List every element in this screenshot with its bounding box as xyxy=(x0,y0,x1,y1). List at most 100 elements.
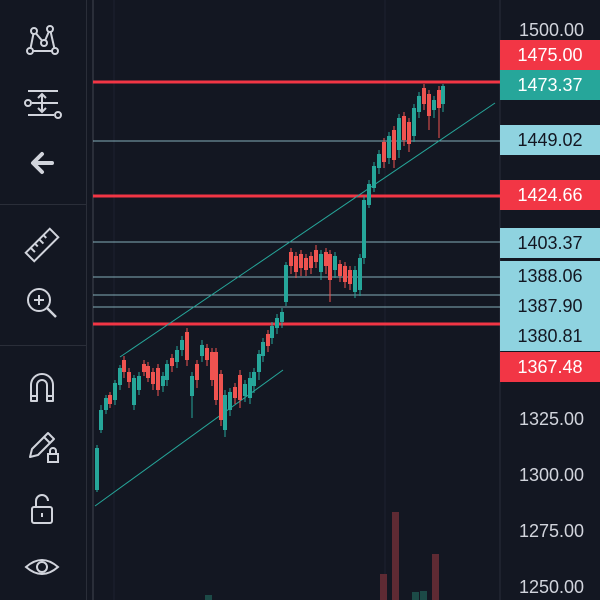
candle-body xyxy=(294,256,298,272)
candle xyxy=(200,340,204,362)
candle-body xyxy=(243,384,247,396)
pattern-tool[interactable] xyxy=(14,18,70,64)
candle-body xyxy=(372,166,376,188)
arrow-left-icon xyxy=(31,152,54,174)
candle xyxy=(261,338,265,362)
volume-bar xyxy=(380,574,387,600)
level-price-tag[interactable]: 1387.90 xyxy=(500,291,600,321)
level-price-tag[interactable]: 1449.02 xyxy=(500,125,600,155)
candle-body xyxy=(248,378,252,398)
volume-bar xyxy=(412,592,419,600)
resistance-price-tag[interactable]: 1424.66 xyxy=(500,180,600,210)
candle-body xyxy=(343,266,347,282)
candle xyxy=(95,445,99,492)
candle xyxy=(382,138,386,168)
level-price-tag[interactable]: 1380.81 xyxy=(500,321,600,351)
candle-body xyxy=(441,86,445,104)
candle-body xyxy=(328,254,332,280)
price-tick: 1300.00 xyxy=(518,464,585,485)
last-price-tag[interactable]: 1473.37 xyxy=(500,70,600,100)
candle xyxy=(210,348,214,386)
candle-body xyxy=(142,364,146,372)
trend-channel xyxy=(94,102,496,507)
volume-bar xyxy=(205,595,212,600)
candle-body xyxy=(238,375,242,400)
resistance-price-tag[interactable]: 1475.00 xyxy=(500,40,600,70)
candle-body xyxy=(266,334,270,346)
fib-retracement-icon xyxy=(24,90,62,119)
candle-body xyxy=(127,372,131,382)
candle xyxy=(397,114,401,158)
candle xyxy=(146,362,150,382)
candle xyxy=(289,248,293,274)
candle xyxy=(407,118,411,152)
candle-body xyxy=(289,252,293,266)
candle-body xyxy=(190,376,194,396)
candle-body xyxy=(432,100,436,110)
lock-drawing-tool[interactable] xyxy=(14,422,70,468)
candle xyxy=(333,252,337,278)
candle-body xyxy=(210,352,214,380)
candle-body xyxy=(362,200,366,258)
candle xyxy=(377,150,381,174)
candle xyxy=(104,395,108,414)
candle-body xyxy=(319,254,323,272)
candle xyxy=(299,250,303,276)
zoom-tool[interactable] xyxy=(14,280,70,326)
trend-line xyxy=(94,369,284,507)
candle-body xyxy=(402,116,406,140)
candle-body xyxy=(108,395,112,404)
candle-body xyxy=(113,383,117,400)
ruler-icon xyxy=(24,227,60,263)
candle-body xyxy=(205,348,209,360)
candle-body xyxy=(233,387,237,398)
candle xyxy=(190,372,194,418)
candle xyxy=(113,380,117,405)
candle xyxy=(275,314,279,334)
magnet-tool[interactable] xyxy=(14,364,70,410)
candle xyxy=(422,84,426,110)
level-price-tag[interactable]: 1403.37 xyxy=(500,228,600,258)
candle-body xyxy=(333,256,337,270)
candle-body xyxy=(427,94,431,116)
candle-body xyxy=(214,352,218,400)
candle xyxy=(233,383,237,404)
candle-body xyxy=(185,332,189,360)
pattern-icon xyxy=(26,25,59,55)
candle-body xyxy=(219,374,223,420)
candle-body xyxy=(195,364,199,380)
candle xyxy=(165,360,169,386)
fib-tool[interactable] xyxy=(14,80,70,126)
candle-body xyxy=(417,96,421,112)
candle xyxy=(280,308,284,328)
unlock-tool[interactable] xyxy=(14,486,70,532)
drawing-toolbar xyxy=(0,0,87,600)
candle xyxy=(257,350,261,380)
candle-body xyxy=(95,448,99,490)
candle xyxy=(427,90,431,130)
candle-body xyxy=(156,368,160,390)
candle xyxy=(338,260,342,282)
candle-body xyxy=(407,122,411,144)
volume-bar xyxy=(420,591,427,600)
candle xyxy=(372,162,376,192)
level-price-tag[interactable]: 1388.06 xyxy=(500,261,600,291)
candle xyxy=(142,360,146,376)
ruler-tool[interactable] xyxy=(14,222,70,268)
candle xyxy=(252,368,256,393)
candle xyxy=(309,252,313,274)
candle-body xyxy=(146,366,150,378)
resistance-price-tag[interactable]: 1367.48 xyxy=(500,352,600,382)
candle xyxy=(243,380,247,402)
visibility-tool[interactable] xyxy=(14,544,70,590)
candle xyxy=(328,250,332,302)
candle-body xyxy=(252,372,256,386)
candle xyxy=(118,365,122,390)
candle xyxy=(387,132,391,164)
candle xyxy=(161,372,165,392)
candlesticks xyxy=(95,84,445,492)
candle xyxy=(122,356,126,378)
candle xyxy=(392,126,396,168)
back-tool[interactable] xyxy=(14,140,70,186)
